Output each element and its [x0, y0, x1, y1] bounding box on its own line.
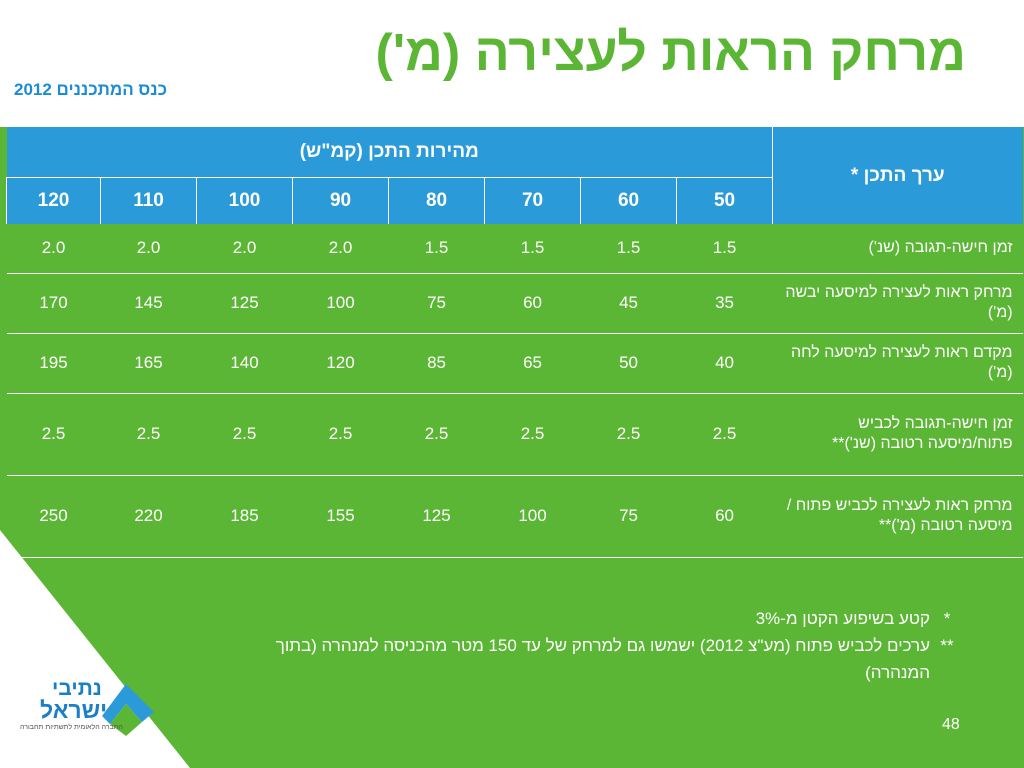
table-cell: 185 [196, 475, 293, 558]
row-label: מרחק ראות לעצירה לכביש פתוח / מיסעה רטוב… [772, 475, 1023, 558]
table-cell: 125 [388, 475, 485, 558]
table-cell: 220 [100, 475, 197, 558]
speed-cell: 60 [580, 177, 677, 224]
row-label: זמן חישה-תגובה לכביש פתוח/מיסעה רטובה (ש… [772, 393, 1023, 476]
logo-tagline: החברה הלאומית לתשתיות תחבורה [20, 724, 123, 731]
footnotes: * קטע בשיפוע הקטן מ-3% ** ערכים לכביש פת… [244, 605, 964, 686]
speed-cell: 70 [484, 177, 581, 224]
row-label: זמן חישה-תגובה (שנ') [772, 224, 1023, 274]
table-cell: 2.5 [388, 393, 485, 476]
speed-cell: 110 [100, 177, 197, 224]
design-value-header: ערך התכן * [772, 127, 1023, 224]
footnote-marker: * [943, 609, 951, 628]
conference-subtitle: כנס המתכננים 2012 [14, 80, 168, 99]
table-cell: 100 [484, 475, 581, 558]
table-cell: 50 [580, 333, 677, 394]
table-cell: 140 [196, 333, 293, 394]
table-cell: 1.5 [580, 224, 677, 274]
row-label: מרחק ראות לעצירה למיסעה יבשה (מ') [772, 273, 1023, 334]
table-cell: 195 [6, 333, 101, 394]
table-cell: 2.0 [6, 224, 101, 274]
table-row: זמן חישה-תגובה (שנ') 1.5 1.5 1.5 1.5 2.0… [6, 224, 1023, 274]
table-cell: 35 [676, 273, 773, 334]
table-cell: 2.0 [100, 224, 197, 274]
table-cell: 2.5 [292, 393, 389, 476]
footnote-text: ערכים לכביש פתוח (מע"צ 2012) ישמשו גם למ… [275, 636, 930, 682]
table-cell: 2.5 [100, 393, 197, 476]
table-cell: 1.5 [388, 224, 485, 274]
row-label: מקדם ראות לעצירה למיסעה לחה (מ') [772, 333, 1023, 394]
footnote: ** ערכים לכביש פתוח (מע"צ 2012) ישמשו גם… [244, 632, 964, 686]
speed-cell: 120 [5, 177, 101, 224]
design-speed-header: מהירות התכן (קמ"ש) [6, 127, 773, 178]
speed-cell: 100 [196, 177, 293, 224]
table-cell: 2.0 [292, 224, 389, 274]
table-cell: 65 [484, 333, 581, 394]
speed-cell: 90 [292, 177, 389, 224]
stopping-sight-distance-table: ערך התכן * מהירות התכן (קמ"ש) 50 60 70 8… [5, 127, 1023, 558]
table-cell: 155 [292, 475, 389, 558]
footnote-marker: ** [940, 636, 954, 655]
table-cell: 40 [676, 333, 773, 394]
table-cell: 165 [100, 333, 197, 394]
table-cell: 75 [580, 475, 677, 558]
table-cell: 2.5 [580, 393, 677, 476]
speed-cell: 50 [676, 177, 773, 224]
table-cell: 1.5 [484, 224, 581, 274]
table-cell: 125 [196, 273, 293, 334]
logo-text-line2: ישראל [40, 697, 108, 723]
table-row: מרחק ראות לעצירה למיסעה יבשה (מ') 35 45 … [6, 273, 1023, 334]
page-number: 48 [942, 716, 960, 733]
table-cell: 170 [6, 273, 101, 334]
table-cell: 100 [292, 273, 389, 334]
table-header-row: ערך התכן * מהירות התכן (קמ"ש) [6, 127, 1023, 224]
table-row: מרחק ראות לעצירה לכביש פתוח / מיסעה רטוב… [6, 475, 1023, 558]
table-cell: 2.5 [484, 393, 581, 476]
table-cell: 60 [484, 273, 581, 334]
table-cell: 45 [580, 273, 677, 334]
table-cell: 2.5 [6, 393, 101, 476]
table-cell: 2.5 [196, 393, 293, 476]
netivei-israel-logo-icon [102, 684, 154, 736]
table-cell: 60 [676, 475, 773, 558]
table-cell: 2.0 [196, 224, 293, 274]
table-row: מקדם ראות לעצירה למיסעה לחה (מ') 40 50 6… [6, 333, 1023, 394]
speed-cell: 80 [388, 177, 485, 224]
footnote: * קטע בשיפוע הקטן מ-3% [244, 605, 964, 632]
table-row: זמן חישה-תגובה לכביש פתוח/מיסעה רטובה (ש… [6, 393, 1023, 476]
table-cell: 75 [388, 273, 485, 334]
page-title: מרחק הראות לעצירה (מ') [375, 24, 966, 82]
footnote-text: קטע בשיפוע הקטן מ-3% [755, 609, 930, 628]
logo-text-line1: נתיבי [52, 677, 102, 700]
table-cell: 85 [388, 333, 485, 394]
table-cell: 120 [292, 333, 389, 394]
table-cell: 250 [6, 475, 101, 558]
speed-values-row: 50 60 70 80 90 100 110 120 [5, 177, 1023, 224]
table-cell: 1.5 [676, 224, 773, 274]
table-cell: 145 [100, 273, 197, 334]
table-cell: 2.5 [676, 393, 773, 476]
